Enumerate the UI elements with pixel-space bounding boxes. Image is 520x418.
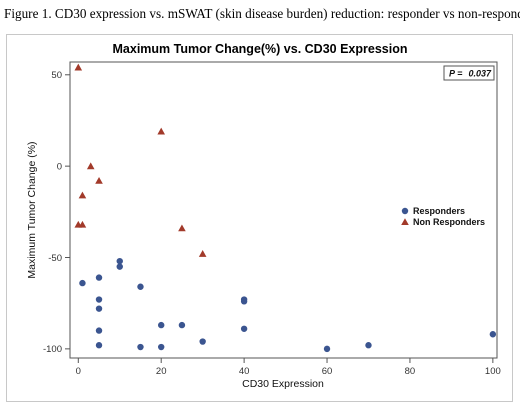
responder-point [95,305,103,312]
responder-point [95,296,103,303]
x-tick-label: 60 [322,366,333,377]
responder-point [95,342,103,349]
p-value: 0.037 [468,69,492,79]
x-axis: 0 20 40 60 80 100 [76,358,501,377]
legend-label: Responders [413,206,465,216]
y-axis-label: Maximum Tumor Change (%) [26,141,38,278]
responder-point [116,263,123,270]
non-responder-point [157,127,166,135]
y-tick-label: -100 [43,344,62,355]
y-axis: 50 0 -50 -100 [43,70,70,355]
responder-point [79,279,86,287]
responder-point [116,257,123,265]
responder-point [489,331,497,338]
legend-circle-marker [401,207,409,215]
scatter-chart: Maximum Tumor Change(%) vs. CD30 Express… [26,42,501,390]
responder-point [95,327,103,334]
non-responder-point [86,162,95,170]
non-responder-point [78,220,87,228]
responder-point [95,274,103,281]
y-tick-label: -50 [48,253,62,264]
y-tick-label: 0 [57,161,62,172]
chart-title: Maximum Tumor Change(%) vs. CD30 Express… [113,42,408,56]
responder-point [323,345,331,353]
plot-area [69,61,498,359]
y-tick-label: 50 [51,70,62,81]
responder-point [240,325,248,332]
x-axis-label: CD30 Expression [242,378,324,390]
responder-point [137,343,144,351]
non-responder-point [198,250,207,257]
responder-point [158,343,165,351]
x-tick-label: 80 [405,366,416,377]
non-responder-point [74,63,83,71]
non-responder-point [95,176,103,184]
p-value-label: P = [449,69,463,79]
p-value-box [443,65,495,81]
x-tick-label: 40 [239,366,250,377]
responder-point [240,298,248,305]
responder-point [158,321,165,329]
x-tick-label: 20 [156,366,167,377]
responder-point [137,283,144,290]
non-responder-point [178,224,186,232]
data-points [74,63,497,353]
legend-triangle-marker [401,218,409,226]
responder-point [199,338,206,345]
x-tick-label: 100 [485,366,501,377]
chart-frame: Maximum Tumor Change(%) vs. CD30 Express… [6,34,513,402]
x-tick-label: 0 [76,366,81,377]
responder-point [178,321,186,329]
figure-caption: Figure 1. CD30 expression vs. mSWAT (ski… [4,6,520,21]
responder-point [365,342,372,349]
non-responder-point [78,191,87,199]
legend-label: Non Responders [413,217,485,227]
